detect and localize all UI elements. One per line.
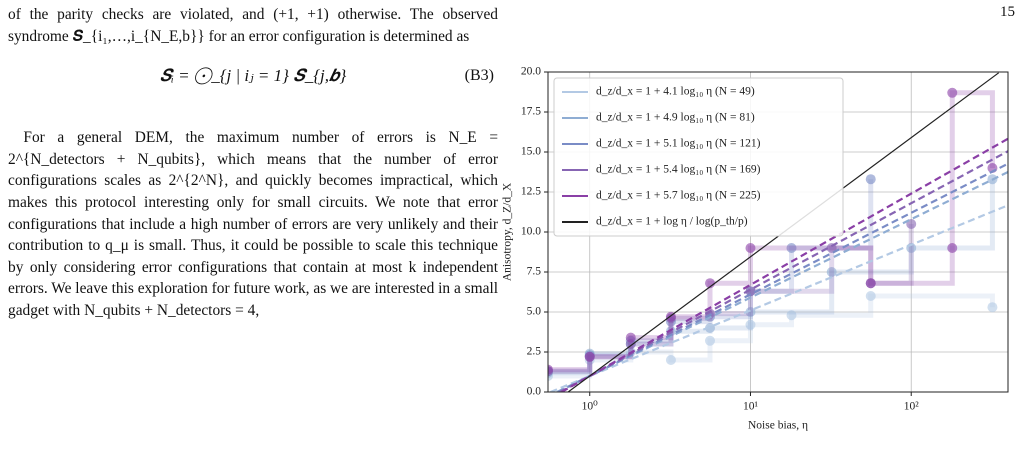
- legend-label: d_z/d_x = 1 + 5.4 log₁₀ η (N = 169): [596, 164, 761, 176]
- data-point: [987, 302, 998, 313]
- fit-line: [561, 137, 1008, 392]
- fit-line: [557, 162, 1008, 392]
- paragraph: of the parity checks are violated, and (…: [8, 6, 498, 45]
- y-tick-label: 10.0: [521, 226, 541, 238]
- fit-line: [550, 204, 1008, 392]
- legend-box: [553, 77, 844, 237]
- data-point: [947, 243, 958, 253]
- data-point: [745, 243, 756, 253]
- data-point: [865, 174, 876, 185]
- data-point: [584, 351, 595, 362]
- equation: 𝑺ᵢ = ⨀_{j | iⱼ = 1} 𝑺_{j,𝒃}: [159, 66, 347, 86]
- legend-label: d_z/d_x = 1 + 4.1 log₁₀ η (N = 49): [596, 86, 755, 98]
- data-point: [548, 364, 553, 375]
- y-tick-label: 5.0: [527, 306, 542, 318]
- data-point: [745, 319, 756, 330]
- data-point: [625, 332, 636, 343]
- x-axis-label: Noise bias, η: [748, 420, 808, 432]
- equation-label: (B3): [464, 67, 494, 85]
- equation-block: 𝑺ᵢ = ⨀_{j | iⱼ = 1} 𝑺_{j,𝒃} (B3): [8, 57, 498, 115]
- data-point: [947, 87, 958, 98]
- page-number: 15: [1000, 4, 1015, 20]
- y-tick-label: 20.0: [521, 66, 541, 78]
- data-point: [665, 355, 676, 365]
- data-point: [865, 291, 876, 301]
- chart: 0.0 2.5 5.0 7.5 10.0 12.5 15.0 17.5 20.0 10⁰ 10¹ 10…: [502, 66, 1009, 432]
- y-tick-label: 7.5: [527, 266, 542, 278]
- y-tick-label: 17.5: [521, 106, 541, 118]
- data-point: [786, 310, 797, 321]
- plot-frame: [547, 71, 1009, 393]
- y-axis-label: Anisotropy, d_Z/d_X: [502, 182, 514, 281]
- data-point: [705, 335, 716, 346]
- data-point: [826, 267, 837, 277]
- y-tick-label: 2.5: [527, 346, 542, 358]
- fit-line: [559, 150, 1008, 392]
- data-point: [745, 307, 756, 317]
- data-point: [865, 278, 876, 289]
- x-tick-label: 10²: [904, 401, 920, 413]
- y-tick-label: 15.0: [521, 146, 541, 158]
- legend-label: d_z/d_x = 1 + 5.7 log₁₀ η (N = 225): [596, 190, 761, 202]
- legend-label: d_z/d_x = 1 + 4.9 log₁₀ η (N = 81): [596, 112, 755, 124]
- legend-label: d_z/d_x = 1 + log η / log(p_th/p): [596, 216, 748, 228]
- x-tick-label: 10⁰: [582, 401, 599, 413]
- y-tick-label: 0.0: [527, 386, 542, 398]
- text-column: of the parity checks are violated, and (…: [8, 4, 498, 322]
- paragraph: For a general DEM, the maximum number of…: [8, 129, 498, 319]
- x-tick-label: 10¹: [743, 401, 759, 413]
- data-point: [786, 243, 797, 253]
- data-point: [745, 286, 756, 297]
- y-tick-label: 12.5: [521, 186, 541, 198]
- legend-label: d_z/d_x = 1 + 5.1 log₁₀ η (N = 121): [596, 138, 761, 150]
